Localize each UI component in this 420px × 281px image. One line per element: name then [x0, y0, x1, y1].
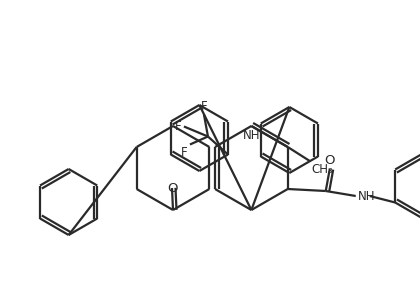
Text: NH: NH	[243, 129, 260, 142]
Text: F: F	[175, 120, 182, 133]
Text: CH₃: CH₃	[312, 163, 333, 176]
Text: F: F	[181, 146, 188, 160]
Text: F: F	[201, 99, 207, 112]
Text: O: O	[325, 154, 335, 167]
Text: O: O	[167, 182, 177, 194]
Text: NH: NH	[358, 189, 375, 203]
